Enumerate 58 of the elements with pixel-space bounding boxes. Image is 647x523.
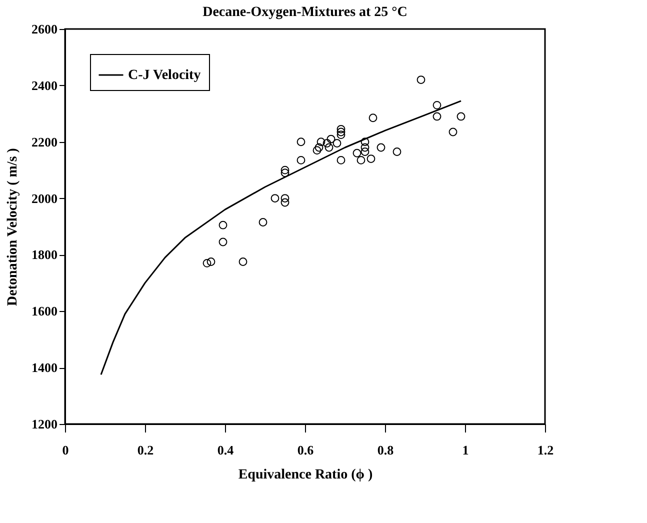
point bbox=[336, 124, 346, 134]
point bbox=[326, 134, 336, 144]
point bbox=[332, 139, 342, 148]
point bbox=[322, 139, 332, 148]
point bbox=[202, 258, 212, 268]
y-tick-label: 1400 bbox=[32, 360, 58, 376]
point bbox=[324, 143, 334, 152]
point bbox=[270, 194, 280, 202]
point bbox=[336, 156, 346, 164]
point bbox=[432, 112, 442, 121]
point bbox=[314, 143, 324, 152]
y-tick-label: 1800 bbox=[32, 247, 58, 262]
point bbox=[280, 168, 290, 178]
point bbox=[352, 148, 362, 158]
y-axis-title: Detonation Velocity ( m/s ) bbox=[6, 148, 20, 306]
x-tick-label: 0.8 bbox=[377, 442, 394, 458]
line-series bbox=[100, 100, 462, 376]
point bbox=[218, 238, 228, 246]
x-tick-label: 0.6 bbox=[297, 442, 314, 458]
legend-label: C-J Velocity bbox=[128, 68, 201, 83]
point bbox=[416, 76, 426, 84]
x-tick-label: 1.2 bbox=[537, 442, 554, 458]
point bbox=[296, 156, 306, 164]
point bbox=[336, 128, 346, 136]
point bbox=[238, 258, 248, 266]
x-axis-title: Equivalence Ratio (ϕ ) bbox=[238, 468, 374, 482]
y-tick-label: 2400 bbox=[32, 78, 58, 93]
point bbox=[316, 138, 326, 146]
y-tick-label: 2200 bbox=[32, 134, 58, 150]
point bbox=[392, 148, 402, 156]
x-tick-label: 1 bbox=[462, 442, 469, 458]
point bbox=[360, 143, 370, 152]
point bbox=[258, 218, 268, 226]
point bbox=[280, 198, 290, 207]
point bbox=[280, 166, 290, 174]
x-tick-label: 0 bbox=[62, 442, 69, 458]
point bbox=[376, 143, 386, 152]
point bbox=[336, 130, 346, 140]
point bbox=[296, 138, 306, 146]
y-tick-label: 2600 bbox=[32, 22, 58, 36]
x-tick-label: 0.2 bbox=[137, 442, 154, 458]
point bbox=[312, 146, 322, 155]
point bbox=[368, 114, 378, 122]
point bbox=[360, 148, 370, 156]
y-tick-label: 1200 bbox=[32, 416, 58, 432]
chart-title: Decane-Oxygen-Mixtures at 25 °C bbox=[202, 5, 408, 20]
point bbox=[356, 156, 366, 164]
point bbox=[432, 100, 442, 110]
point bbox=[456, 112, 466, 121]
point bbox=[280, 194, 290, 202]
point bbox=[366, 154, 376, 163]
point bbox=[360, 138, 370, 146]
point bbox=[218, 220, 228, 230]
x-tick-label: 0.4 bbox=[217, 442, 234, 458]
y-tick-label: 2000 bbox=[32, 190, 58, 206]
point bbox=[448, 128, 458, 136]
point bbox=[206, 258, 216, 266]
y-tick-label: 1600 bbox=[32, 304, 58, 319]
